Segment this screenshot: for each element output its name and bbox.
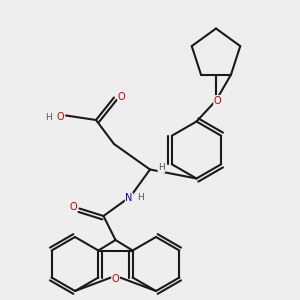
Text: O: O xyxy=(214,95,221,106)
Text: O: O xyxy=(112,274,119,284)
Text: H: H xyxy=(137,194,143,202)
Text: O: O xyxy=(56,112,64,122)
Text: O: O xyxy=(69,202,77,212)
Text: H: H xyxy=(158,164,165,172)
Text: O: O xyxy=(118,92,125,103)
Text: N: N xyxy=(125,193,133,203)
Text: H: H xyxy=(45,112,52,122)
